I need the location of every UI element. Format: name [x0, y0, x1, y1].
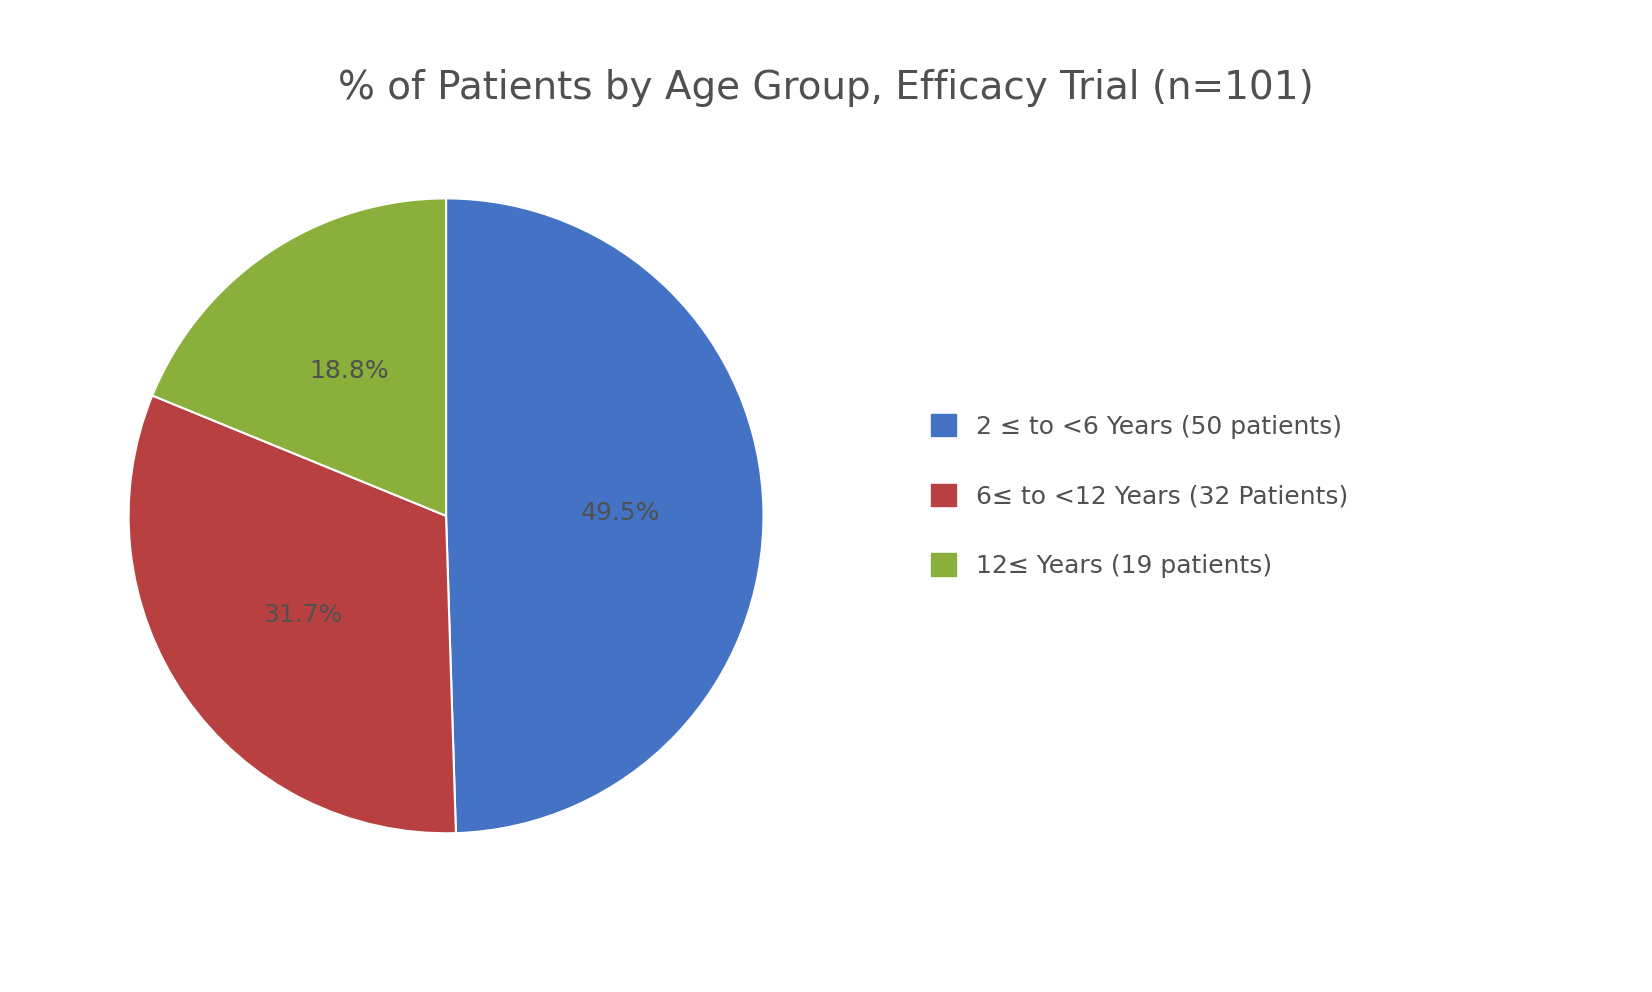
Wedge shape — [152, 198, 446, 516]
Legend: 2 ≤ to <6 Years (50 patients), 6≤ to <12 Years (32 Patients), 12≤ Years (19 pati: 2 ≤ to <6 Years (50 patients), 6≤ to <12… — [922, 404, 1358, 588]
Text: 31.7%: 31.7% — [263, 603, 342, 627]
Text: 49.5%: 49.5% — [582, 501, 661, 525]
Text: % of Patients by Age Group, Efficacy Trial (n=101): % of Patients by Age Group, Efficacy Tri… — [339, 69, 1313, 107]
Wedge shape — [129, 396, 456, 833]
Text: 18.8%: 18.8% — [309, 359, 388, 383]
Wedge shape — [446, 198, 763, 833]
